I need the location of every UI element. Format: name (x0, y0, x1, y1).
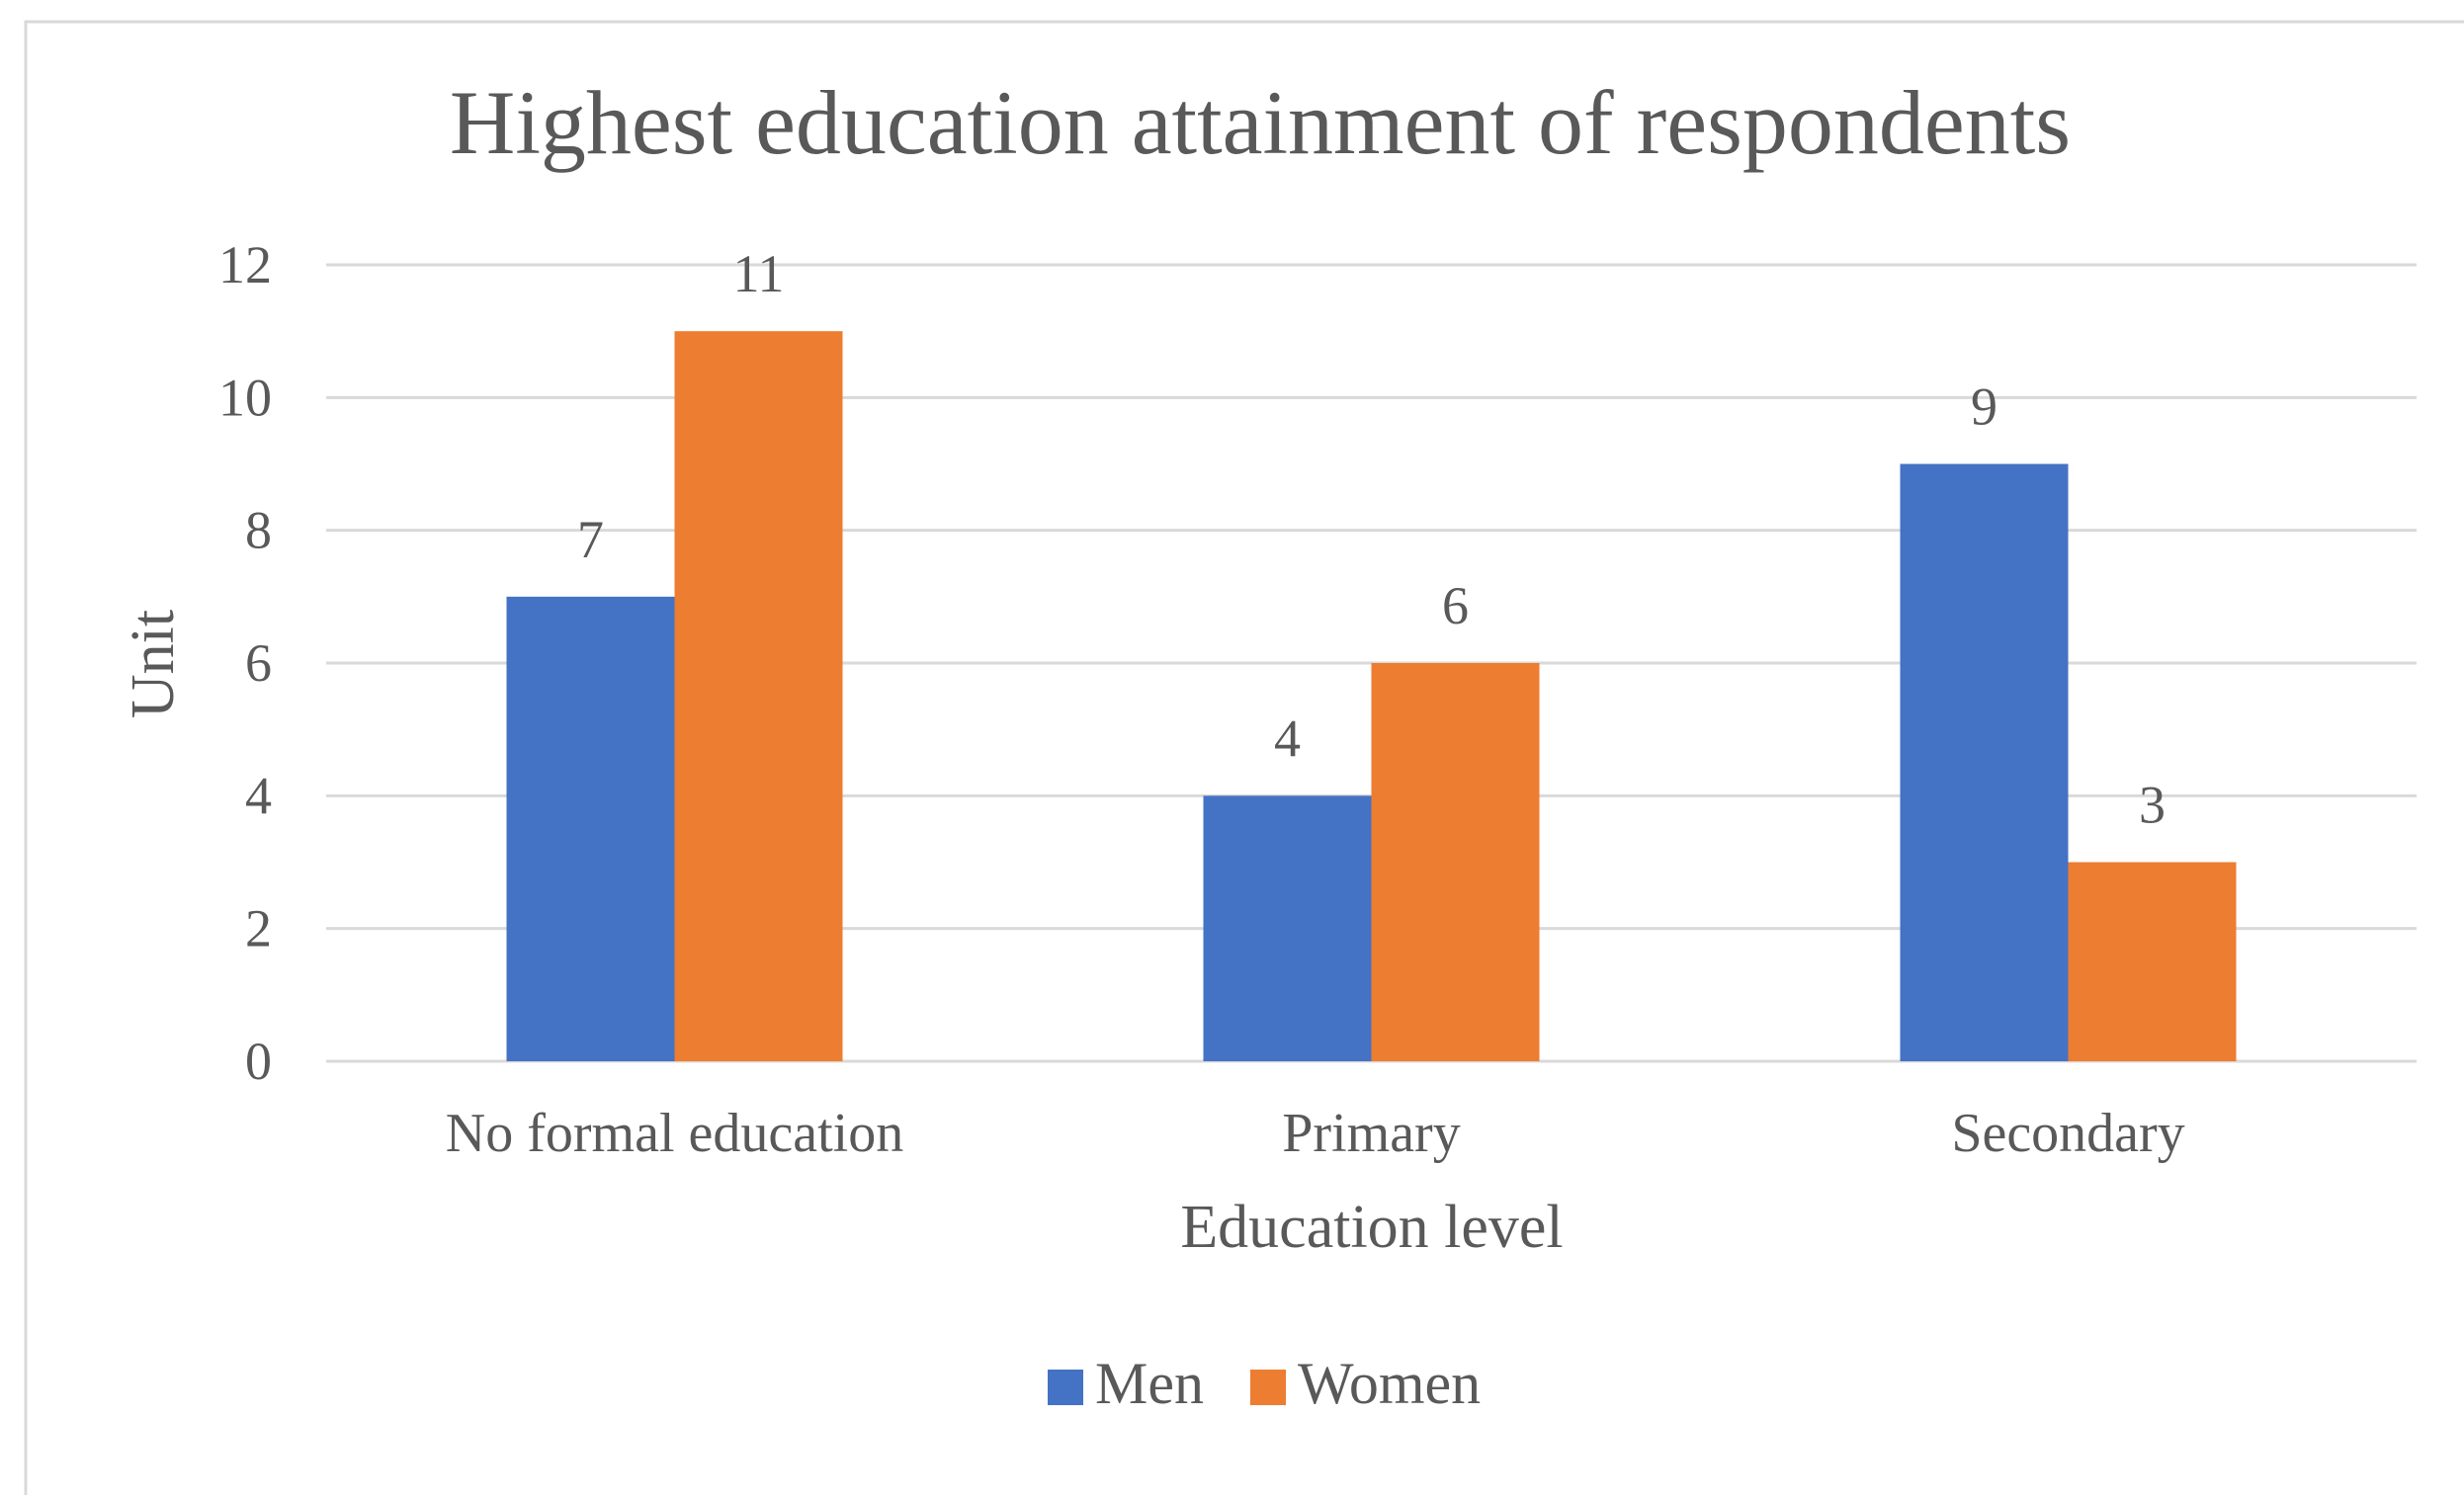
y-tick-label: 4 (245, 766, 272, 825)
legend-label-men: Men (1095, 1351, 1204, 1416)
data-label: 7 (577, 510, 604, 569)
x-axis-label: Education level (1180, 1194, 1563, 1261)
legend-label-women: Women (1298, 1351, 1481, 1416)
y-tick-label: 2 (245, 899, 272, 958)
legend: Men Women (1048, 1351, 1481, 1416)
data-labels: 7 11 4 6 9 3 (577, 244, 2166, 834)
bar-men (1900, 463, 2069, 1061)
bar-men (506, 596, 675, 1061)
bar-women (2068, 862, 2237, 1061)
bar-women (674, 331, 843, 1062)
y-tick-label: 8 (245, 501, 272, 560)
data-label: 4 (1274, 708, 1301, 768)
y-tick-label: 6 (245, 633, 272, 693)
data-label: 6 (1442, 576, 1469, 635)
legend-swatch-men (1048, 1370, 1083, 1405)
bars (506, 331, 2237, 1062)
x-tick-label: No formal education (446, 1103, 903, 1164)
bar-men (1203, 795, 1372, 1061)
x-tick-label: Secondary (1951, 1103, 2184, 1164)
y-axis-ticks: 0 2 4 6 8 10 12 (218, 235, 272, 1091)
data-label: 11 (733, 244, 785, 303)
x-axis-ticks: No formal education Primary Secondary (446, 1103, 2185, 1164)
bar-women (1371, 663, 1540, 1061)
chart-title: Highest education attainment of responde… (450, 72, 2071, 173)
data-label: 3 (2139, 776, 2166, 835)
chart-frame (24, 20, 2464, 1500)
y-axis-label: Unit (120, 610, 187, 718)
y-tick-label: 0 (245, 1032, 272, 1091)
legend-swatch-women (1250, 1370, 1286, 1405)
y-tick-label: 12 (218, 235, 272, 294)
x-tick-label: Primary (1282, 1103, 1460, 1164)
data-label: 9 (1971, 377, 1997, 437)
y-tick-label: 10 (218, 368, 272, 427)
